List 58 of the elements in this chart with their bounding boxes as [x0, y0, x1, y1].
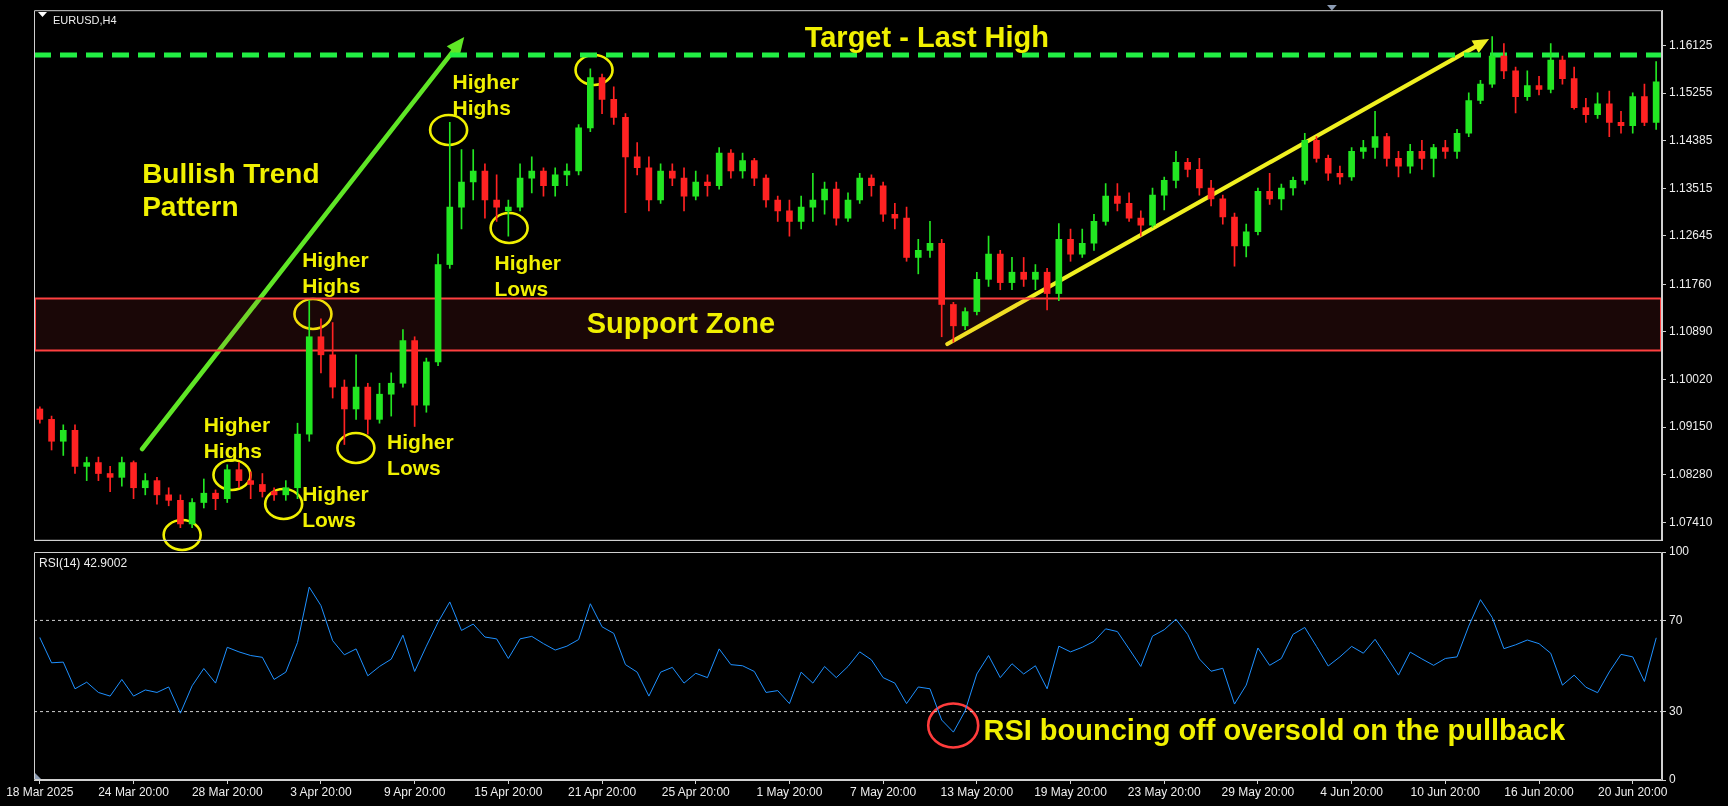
candlestick: [1418, 140, 1426, 170]
y-tick-label: 1.12645: [1669, 228, 1713, 243]
annotation: Bullish Trend Pattern: [142, 157, 321, 223]
y-tick-label: 1.07410: [1669, 514, 1713, 529]
x-tick-label: 20 Jun 20:00: [1598, 784, 1668, 799]
y-tick-label: 1.10890: [1669, 324, 1713, 339]
y-tick-label: 1.10020: [1669, 371, 1713, 386]
x-tick-label: 1 May 20:00: [756, 784, 823, 799]
x-tick-label: 28 Mar 20:00: [191, 784, 263, 799]
x-tick-label: 23 May 20:00: [1127, 784, 1201, 799]
candlestick: [106, 466, 114, 492]
y-tick-label: 1.14385: [1669, 132, 1713, 147]
y-tick-label: 0: [1669, 772, 1676, 787]
chart-title: RSI(14) 42.9002: [39, 556, 128, 571]
candlestick: [1617, 111, 1625, 134]
candlestick: [914, 239, 922, 275]
x-tick-label: 13 May 20:00: [940, 784, 1014, 799]
y-tick-label: 1.11760: [1669, 276, 1712, 291]
y-tick-label: 1.16125: [1669, 37, 1713, 52]
candlestick: [1371, 111, 1379, 159]
x-tick-label: 25 Apr 20:00: [661, 784, 731, 799]
x-tick-label: 7 May 20:00: [850, 784, 917, 799]
x-tick-label: 4 Jun 20:00: [1320, 784, 1384, 799]
candlestick: [247, 471, 255, 500]
x-tick-label: 3 Apr 20:00: [290, 784, 352, 799]
annotation: Higher Lows: [387, 429, 454, 481]
candlestick: [83, 456, 91, 481]
y-tick-label: 70: [1669, 612, 1683, 627]
x-tick-label: 18 Mar 2025: [6, 784, 74, 799]
candlestick: [926, 221, 934, 258]
y-tick-label: 1.13515: [1669, 180, 1713, 195]
annotation: Higher Highs: [452, 69, 520, 121]
annotation: Higher Lows: [302, 481, 369, 533]
x-tick-label: 9 Apr 20:00: [383, 784, 446, 799]
x-tick-label: 15 Apr 20:00: [474, 784, 543, 799]
x-tick-label: 16 Jun 20:00: [1504, 784, 1575, 799]
candlestick: [270, 487, 278, 501]
x-tick-label: 19 May 20:00: [1034, 784, 1108, 799]
candlestick: [469, 149, 477, 201]
annotation: Higher Highs: [302, 247, 369, 299]
x-tick-label: 24 Mar 20:00: [98, 784, 170, 799]
x-tick-label: 21 Apr 20:00: [568, 784, 637, 799]
chart-title: EURUSD,H4: [53, 12, 117, 27]
ref-line-label: Target - Last High: [804, 20, 1050, 55]
band-label: Support Zone: [586, 306, 776, 341]
candlestick: [528, 156, 536, 194]
x-tick-label: 10 Jun 20:00: [1410, 784, 1481, 799]
y-tick-label: 30: [1669, 703, 1683, 718]
y-tick-label: 1.08280: [1669, 466, 1713, 481]
candlestick: [1441, 140, 1449, 159]
y-tick-label: 100: [1669, 544, 1690, 559]
annotation: Higher Highs: [203, 412, 271, 464]
candlestick: [1020, 257, 1028, 287]
annotation: Higher Lows: [494, 250, 561, 302]
annotation: RSI bouncing off oversold on the pullback: [983, 713, 1566, 747]
y-tick-label: 1.09150: [1669, 419, 1713, 434]
x-tick-label: 29 May 20:00: [1221, 784, 1295, 799]
y-tick-label: 1.15255: [1669, 85, 1713, 100]
